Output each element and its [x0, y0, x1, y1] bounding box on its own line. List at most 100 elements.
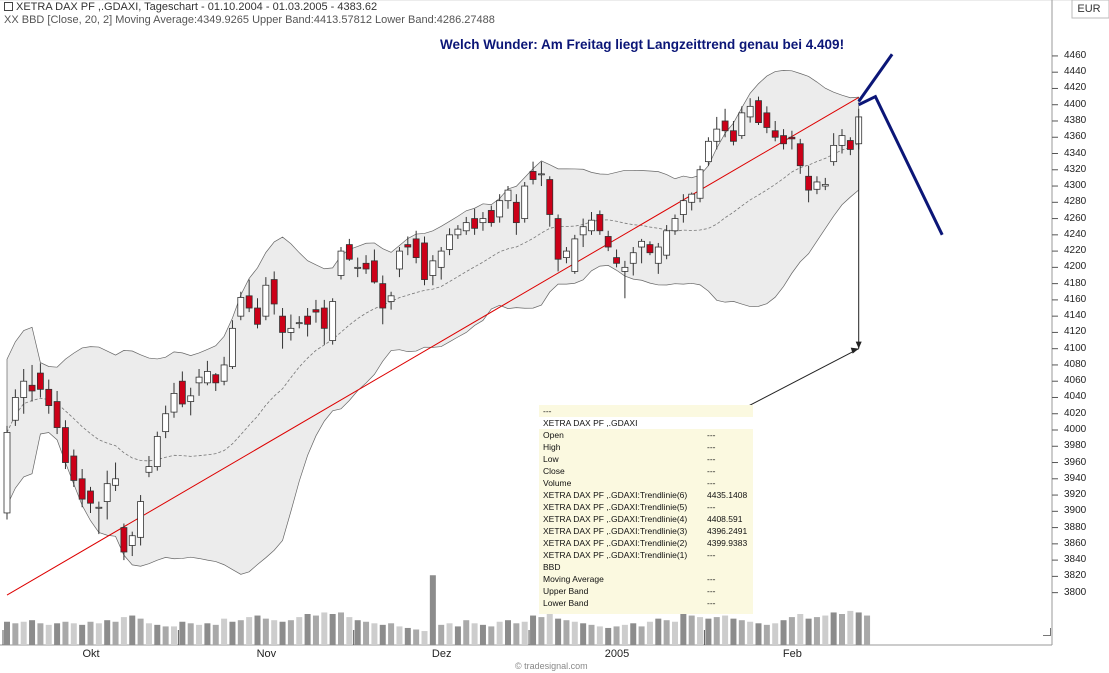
candle-body — [396, 250, 403, 270]
price-tick-label: 3980 — [1064, 440, 1087, 452]
candle-body — [846, 140, 854, 150]
candle — [337, 247, 345, 280]
candle-body — [746, 105, 754, 118]
volume-bar — [363, 621, 370, 645]
candle-body — [229, 327, 236, 367]
time-tick-label: Okt — [82, 648, 100, 660]
candle-body — [287, 327, 295, 333]
data-window-row: XETRA DAX PF ,.GDAXI:Trendlinie(4) 4408.5… — [539, 513, 753, 525]
volume-bar — [262, 618, 269, 645]
candle — [763, 106, 771, 134]
candle-body — [654, 246, 662, 264]
candle — [178, 371, 186, 408]
candle-body — [103, 483, 111, 502]
price-tick-label: 4320 — [1064, 163, 1087, 175]
candle-body — [362, 262, 370, 270]
volume-bar — [855, 612, 862, 645]
volume-bar — [421, 631, 428, 645]
candle-body — [487, 210, 495, 224]
data-window-value: --- — [707, 502, 716, 512]
arrow-diagonal — [733, 348, 859, 415]
data-window-value: --- — [707, 442, 716, 452]
price-tick-label: 4280 — [1064, 196, 1087, 208]
volume-bar — [229, 621, 236, 645]
candle-body — [705, 140, 712, 163]
volume-bar — [321, 612, 328, 645]
volume-bar — [663, 620, 670, 645]
price-tick-label: 4260 — [1064, 212, 1087, 224]
price-tick-label: 3860 — [1064, 537, 1087, 549]
volume-bar — [187, 623, 194, 645]
price-tick-label: 4220 — [1064, 245, 1087, 257]
volume-bar — [438, 624, 445, 645]
candle — [279, 308, 286, 349]
candle-body — [295, 322, 303, 325]
volume-bar — [45, 624, 52, 645]
data-window-label: Volume — [543, 478, 572, 488]
candle — [28, 364, 36, 402]
candle — [596, 210, 604, 235]
candle-body — [538, 173, 545, 176]
data-window-row: Lower Band --- — [539, 597, 753, 609]
candle-body — [646, 244, 654, 254]
candle — [554, 214, 562, 272]
price-tick-label: 4360 — [1064, 131, 1087, 143]
candle — [220, 356, 228, 386]
data-window-value: --- — [707, 466, 716, 476]
candle-body — [153, 436, 161, 467]
candle — [345, 238, 353, 261]
candle-body — [721, 120, 729, 132]
candle — [529, 161, 537, 185]
volume-bar — [813, 617, 820, 645]
candle — [521, 181, 529, 223]
candle — [579, 218, 587, 248]
volume-bar — [4, 621, 10, 645]
price-tick-label: 3920 — [1064, 489, 1087, 501]
candle-body — [95, 506, 103, 509]
price-tick-label: 4020 — [1064, 407, 1087, 419]
candle-body — [28, 384, 36, 392]
data-window-value: 4399.9383 — [707, 538, 748, 548]
candle — [203, 360, 211, 386]
volume-bar — [605, 627, 612, 645]
volume-bar — [805, 618, 812, 645]
candle-body — [254, 307, 261, 325]
candle-body — [203, 371, 211, 384]
candle — [245, 279, 253, 313]
volume-bar — [137, 618, 144, 645]
candle — [421, 236, 428, 286]
volume-bar — [630, 623, 637, 645]
candle-body — [145, 466, 153, 473]
volume-bar — [87, 621, 94, 645]
candle-body — [688, 193, 696, 203]
candle-body — [137, 501, 145, 538]
candle-body — [187, 395, 195, 402]
candle — [454, 225, 462, 239]
data-window-row: XETRA DAX PF ,.GDAXI:Trendlinie(5) --- — [539, 501, 753, 513]
volume-bar — [613, 626, 620, 645]
data-window-label: Upper Band — [543, 586, 589, 596]
resize-handle[interactable] — [1043, 628, 1051, 636]
candle — [738, 106, 746, 139]
candle — [771, 120, 779, 142]
volume-bar — [237, 620, 244, 645]
volume-bar — [20, 621, 27, 645]
candle — [604, 230, 612, 252]
candle-body — [337, 250, 345, 276]
volume-bar — [479, 624, 486, 645]
price-tick-label: 4120 — [1064, 326, 1087, 338]
candle — [153, 431, 161, 471]
candle — [170, 382, 178, 418]
volume-bar — [839, 614, 845, 645]
volume-bar — [580, 623, 587, 645]
candle — [571, 234, 579, 274]
candle-body — [738, 112, 746, 137]
price-tick-label: 4380 — [1064, 114, 1087, 126]
candle-body — [429, 260, 437, 276]
candle-body — [821, 184, 829, 187]
candle-body — [462, 222, 470, 232]
volume-bar — [505, 620, 511, 645]
price-tick-label: 4200 — [1064, 261, 1087, 273]
candle-body — [629, 252, 637, 264]
candle-body — [212, 374, 220, 384]
